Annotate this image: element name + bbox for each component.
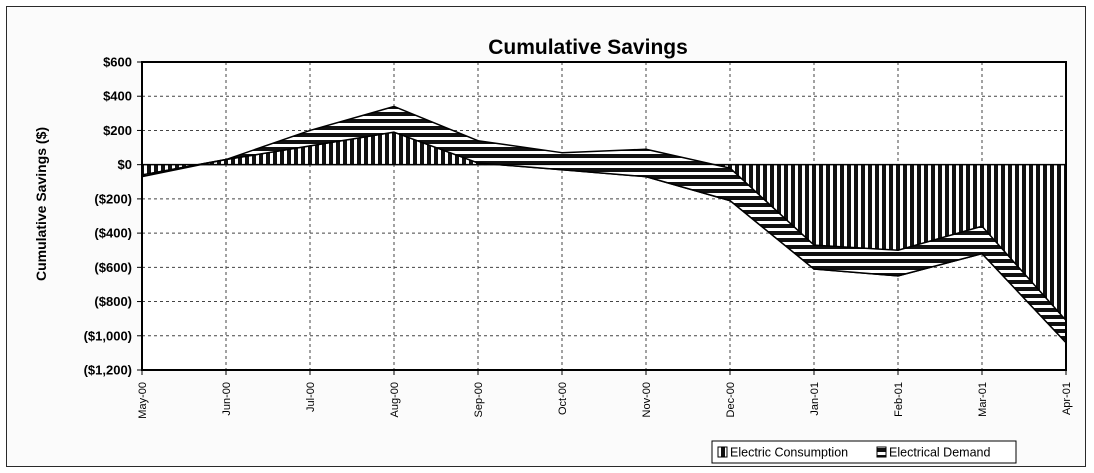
consumption-point [477, 162, 479, 164]
legend-label-electric-consumption: Electric Consumption [730, 446, 848, 460]
demand-point [393, 105, 395, 108]
demand-point [561, 151, 563, 154]
y-tick-label: $200 [103, 123, 132, 138]
x-tick-label: Sep-00 [473, 382, 485, 417]
y-tick-label: ($1,000) [84, 328, 132, 343]
consumption-point [561, 169, 563, 171]
consumption-point [645, 175, 647, 178]
legend: Electric Consumption Electrical Demand [711, 440, 1017, 464]
y-tick-label: ($200) [94, 191, 132, 206]
x-tick-label: Apr-01 [1061, 382, 1073, 415]
y-tick-label: ($1,200) [84, 363, 132, 378]
legend-label-electrical-demand: Electrical Demand [889, 446, 990, 460]
consumption-point [813, 268, 815, 270]
x-tick-label: Jan-01 [809, 382, 821, 416]
consumption-point [393, 131, 395, 133]
x-tick-label: Jul-00 [305, 382, 317, 412]
consumption-point [981, 252, 983, 255]
demand-point [645, 148, 647, 151]
x-tick-label: Mar-01 [977, 382, 989, 417]
x-tick-label: Nov-00 [641, 382, 653, 417]
x-tick-label: Feb-01 [893, 382, 905, 417]
y-axis-label: Cumulative Savings ($) [33, 127, 49, 281]
chart-title: Cumulative Savings [488, 36, 688, 59]
legend-box [711, 440, 1017, 464]
x-tick-label: Oct-00 [557, 382, 569, 415]
y-tick-label: ($600) [94, 260, 132, 275]
x-tick-label: Aug-00 [389, 382, 401, 417]
consumption-point [729, 199, 731, 202]
demand-point [477, 139, 479, 142]
x-tick-label: Jun-00 [221, 382, 233, 416]
consumption-point [897, 275, 899, 277]
y-tick-label: $400 [103, 89, 132, 104]
consumption-point [309, 145, 311, 147]
y-tick-label: $0 [118, 157, 132, 172]
legend-swatch-electric-consumption [717, 446, 728, 458]
demand-point [813, 244, 815, 246]
plot-border [141, 61, 1067, 371]
legend-swatch-electrical-demand [876, 446, 887, 458]
demand-point [729, 167, 731, 169]
y-tick-label: ($800) [94, 294, 132, 309]
x-tick-label: May-00 [137, 382, 149, 419]
demand-point [897, 249, 899, 252]
demand-point [309, 129, 311, 132]
plot-area: $600 $400 $200 $0 ($200) ($400) ($600) ($800) ($… [84, 55, 1073, 419]
x-tick-label: Dec-00 [725, 382, 737, 417]
demand-point [981, 225, 983, 228]
y-tick-label: ($400) [94, 226, 132, 241]
demand-point [225, 158, 227, 161]
y-tick-label: $600 [103, 55, 132, 70]
